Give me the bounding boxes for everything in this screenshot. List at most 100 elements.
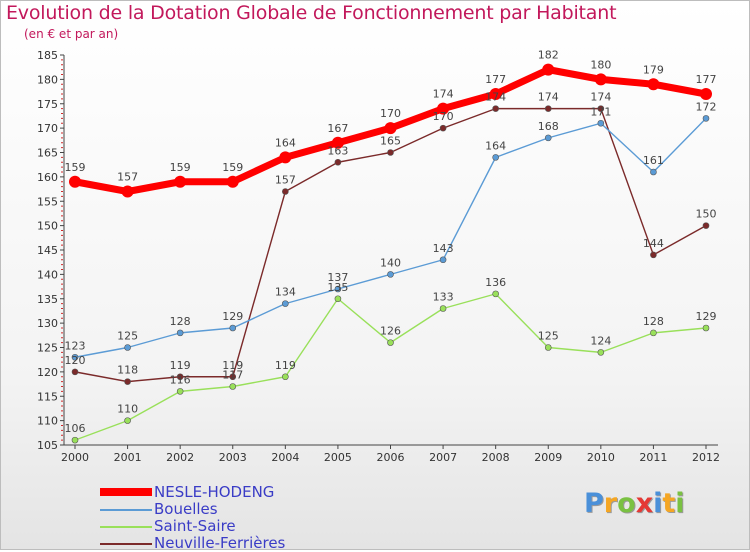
- data-label: 157: [117, 171, 138, 184]
- y-tick-label: 180: [37, 73, 58, 86]
- data-point: [229, 324, 237, 332]
- data-label: 140: [380, 256, 401, 269]
- data-point: [597, 119, 605, 127]
- data-point: [331, 136, 344, 149]
- data-point: [597, 105, 605, 112]
- data-point: [124, 417, 131, 424]
- data-label: 119: [222, 359, 243, 372]
- data-label: 168: [538, 120, 559, 133]
- data-point: [650, 329, 657, 337]
- data-point: [439, 256, 447, 264]
- data-label: 170: [380, 107, 401, 120]
- x-tick-label: 2001: [114, 451, 142, 464]
- data-label: 134: [275, 286, 296, 299]
- data-point: [492, 105, 499, 112]
- data-point: [544, 105, 552, 112]
- data-point: [229, 373, 237, 381]
- y-tick-label: 150: [37, 220, 58, 233]
- data-label: 174: [538, 91, 559, 104]
- data-point: [439, 124, 447, 132]
- data-point: [176, 388, 184, 395]
- data-point: [597, 349, 605, 356]
- x-tick-label: 2008: [482, 451, 510, 464]
- data-label: 125: [117, 330, 138, 343]
- data-point: [702, 222, 710, 229]
- legend-swatch: [100, 488, 152, 496]
- data-label: 125: [538, 330, 559, 343]
- x-tick-label: 2010: [587, 451, 615, 464]
- logo-letter: i: [675, 488, 685, 519]
- data-label: 177: [696, 73, 717, 86]
- legend-swatch: [100, 543, 152, 545]
- data-label: 170: [433, 110, 454, 123]
- data-label: 129: [222, 310, 243, 323]
- data-label: 167: [327, 122, 348, 135]
- logo-letter: t: [662, 488, 676, 519]
- x-tick-label: 2002: [166, 451, 194, 464]
- x-tick-label: 2007: [429, 451, 457, 464]
- logo-letter: P: [584, 488, 604, 519]
- y-tick-label: 115: [37, 390, 58, 403]
- data-point: [71, 436, 79, 444]
- y-tick-label: 130: [37, 317, 58, 330]
- legend-swatch: [100, 509, 152, 511]
- data-point: [650, 251, 657, 259]
- y-tick-label: 110: [37, 415, 58, 428]
- data-point: [544, 344, 552, 351]
- y-tick-label: 165: [37, 147, 58, 160]
- data-point: [489, 88, 502, 100]
- data-label: 179: [643, 63, 664, 76]
- data-label: 128: [170, 315, 191, 328]
- data-label: 126: [380, 325, 401, 338]
- data-point: [594, 73, 607, 86]
- data-point: [71, 353, 79, 361]
- data-label: 106: [65, 422, 86, 435]
- logo-letter: x: [635, 488, 654, 519]
- chart-title: Evolution de la Dotation Globale de Fonc…: [6, 2, 617, 24]
- data-point: [174, 175, 187, 188]
- data-label: 182: [538, 49, 559, 62]
- data-label: 129: [696, 310, 717, 323]
- data-label: 124: [590, 334, 611, 347]
- data-point: [124, 378, 131, 385]
- data-label: 150: [696, 208, 717, 221]
- proxiti-logo: Proxiti: [584, 488, 685, 519]
- x-tick-label: 2004: [271, 451, 299, 464]
- data-label: 174: [485, 91, 506, 104]
- data-point: [387, 149, 394, 156]
- data-label: 164: [485, 139, 506, 152]
- data-label: 144: [643, 237, 664, 250]
- data-point: [702, 324, 710, 332]
- logo-letter: o: [617, 488, 636, 519]
- data-point: [121, 185, 134, 198]
- data-label: 161: [643, 154, 664, 167]
- legend-label: Neuville-Ferrières: [154, 534, 286, 552]
- data-point: [69, 175, 81, 188]
- data-label: 163: [327, 144, 348, 157]
- data-point: [229, 383, 237, 390]
- data-label: 177: [485, 73, 506, 86]
- legend-label: Bouelles: [154, 500, 218, 518]
- data-point: [282, 300, 289, 307]
- x-tick-label: 2009: [534, 451, 562, 464]
- data-point: [71, 368, 79, 376]
- data-label: 137: [327, 271, 348, 284]
- data-label: 172: [696, 100, 717, 113]
- data-point: [492, 154, 499, 161]
- x-tick-label: 2006: [377, 451, 405, 464]
- data-point: [279, 151, 292, 164]
- legend-swatch: [100, 526, 152, 528]
- data-point: [226, 175, 239, 188]
- data-point: [334, 158, 342, 166]
- data-point: [176, 329, 184, 337]
- data-point: [647, 78, 660, 91]
- y-tick-label: 185: [37, 49, 58, 62]
- data-point: [702, 115, 710, 122]
- data-label: 180: [590, 58, 611, 71]
- data-point: [439, 305, 447, 312]
- chart-subtitle: (en € et par an): [24, 27, 119, 41]
- legend-label: NESLE-HODENG: [154, 483, 275, 501]
- data-label: 157: [275, 174, 296, 187]
- x-tick-label: 2003: [219, 451, 247, 464]
